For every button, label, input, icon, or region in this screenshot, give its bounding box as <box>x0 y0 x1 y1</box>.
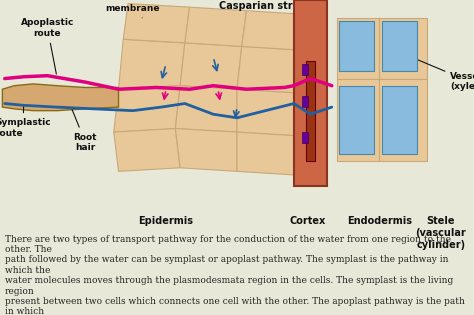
Text: Stele
(vascular
cylinder): Stele (vascular cylinder) <box>415 216 466 250</box>
Polygon shape <box>180 43 242 89</box>
FancyBboxPatch shape <box>339 86 374 153</box>
Text: Cortex: Cortex <box>290 216 326 226</box>
Polygon shape <box>237 46 299 93</box>
Polygon shape <box>114 86 180 132</box>
Text: Plasma
membrane: Plasma membrane <box>106 0 160 18</box>
FancyBboxPatch shape <box>302 64 308 75</box>
FancyBboxPatch shape <box>302 96 308 107</box>
Polygon shape <box>175 86 237 132</box>
Text: Root
hair: Root hair <box>72 110 97 152</box>
Polygon shape <box>242 11 303 50</box>
Polygon shape <box>123 3 190 43</box>
Polygon shape <box>237 132 294 175</box>
FancyBboxPatch shape <box>294 0 327 186</box>
Text: There are two types of transport pathway for the conduction of the water from on: There are two types of transport pathway… <box>5 235 465 315</box>
Polygon shape <box>175 129 237 171</box>
Polygon shape <box>337 78 379 161</box>
Polygon shape <box>2 84 118 111</box>
Polygon shape <box>379 78 427 161</box>
Polygon shape <box>237 89 294 136</box>
FancyBboxPatch shape <box>306 61 315 161</box>
Text: Casparian strip: Casparian strip <box>219 1 308 17</box>
FancyBboxPatch shape <box>382 86 417 153</box>
Polygon shape <box>114 129 180 171</box>
FancyBboxPatch shape <box>302 132 308 143</box>
Polygon shape <box>118 39 185 89</box>
Text: Epidermis: Epidermis <box>138 216 193 226</box>
FancyBboxPatch shape <box>339 21 374 72</box>
Polygon shape <box>185 7 246 46</box>
Text: Apoplastic
route: Apoplastic route <box>21 18 74 74</box>
Polygon shape <box>337 18 379 78</box>
Polygon shape <box>379 18 427 78</box>
Text: Symplastic
route: Symplastic route <box>0 106 51 138</box>
FancyBboxPatch shape <box>382 21 417 72</box>
Text: Vessels
(xylem): Vessels (xylem) <box>405 54 474 91</box>
Text: Endodermis: Endodermis <box>346 216 412 226</box>
